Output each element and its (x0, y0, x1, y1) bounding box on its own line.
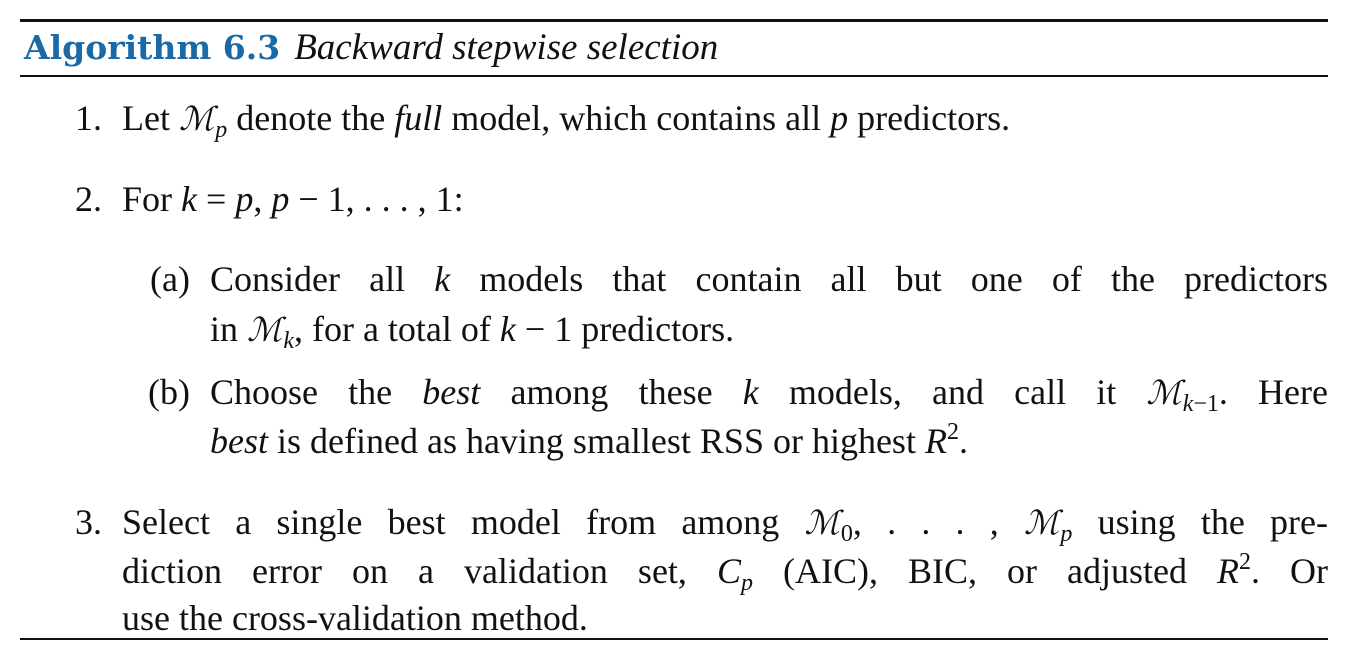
substep-a-line-2: in ℳk, for a total of k − 1 predictors. (210, 309, 735, 354)
step-3-line-3: use the cross-validation method. (122, 598, 588, 638)
algorithm-title: Backward stepwise selection (294, 27, 719, 68)
step-3-line-1: Select a single best model from among ℳ0… (122, 502, 1329, 547)
substep-b-line-2: best is defined as having smallest RSS o… (210, 419, 968, 461)
step-number: 3. (75, 502, 102, 542)
substep-b-line-1: Choose the best among these k models, an… (210, 372, 1329, 417)
algorithm-header: Algorithm 6.3 Backward stepwise selection (24, 26, 718, 70)
step-1-text: Let ℳp denote the full model, which cont… (122, 98, 1011, 143)
substep-label: (a) (150, 259, 190, 299)
step-number: 1. (75, 98, 102, 138)
step-2-text: For k = p, p − 1, . . . , 1: (122, 179, 464, 219)
header-rule (20, 75, 1328, 77)
bottom-rule (20, 638, 1328, 640)
substep-a-line-1: Consider all k models that contain all b… (210, 259, 1328, 299)
top-rule (20, 19, 1328, 22)
algorithm-label: Algorithm 6.3 (24, 28, 281, 67)
step-3-line-2: diction error on a validation set, Cp (A… (122, 549, 1328, 596)
step-number: 2. (75, 179, 102, 219)
substep-label: (b) (148, 372, 190, 412)
